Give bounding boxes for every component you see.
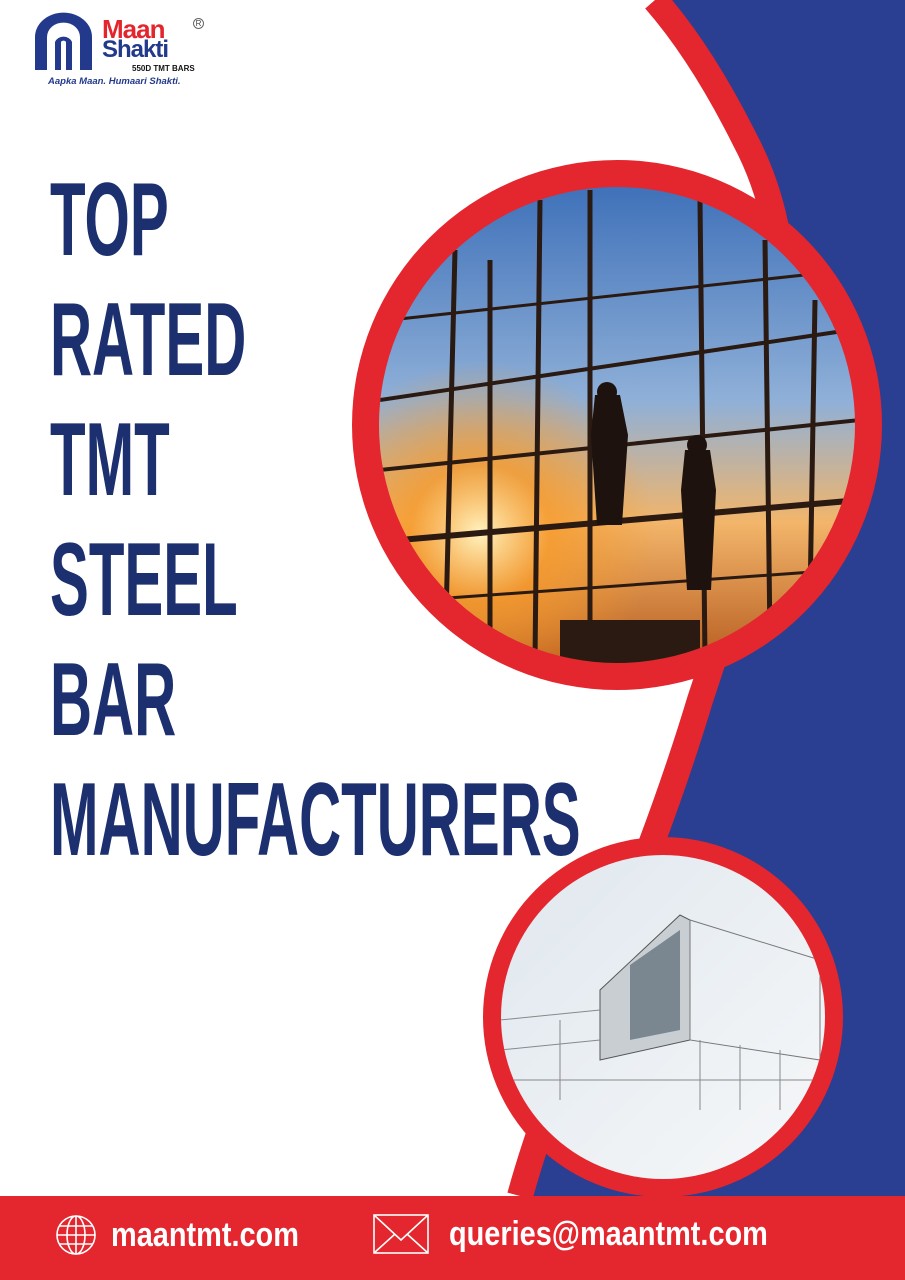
contact-footer: maantmt.com queries@maantmt.com [0, 1196, 905, 1280]
brand-logo: Maan Shakti R 550D TMT BARS Aapka Maan. … [30, 12, 210, 92]
headline-line: TMT [50, 402, 170, 518]
headline-line: BAR [50, 642, 177, 758]
logo-product: 550D TMT BARS [132, 64, 195, 73]
email-link[interactable]: queries@maantmt.com [373, 1214, 824, 1254]
registered-mark: R [193, 18, 204, 29]
logo-tagline: Aapka Maan. Humaari Shakti. [48, 76, 181, 87]
headline-line: TOP [50, 162, 169, 278]
logo-text-shakti: Shakti [102, 36, 169, 63]
globe-icon [56, 1215, 96, 1255]
email-text[interactable]: queries@maantmt.com [449, 1214, 768, 1253]
website-text[interactable]: maantmt.com [111, 1215, 299, 1254]
headline-line: MANUFACTURERS [50, 762, 581, 878]
building-photo [501, 855, 825, 1179]
logo-arch-icon [35, 12, 92, 70]
logo-text-maan: Maan [102, 14, 165, 44]
headline-line: STEEL [50, 522, 238, 638]
scaffolding-photo [379, 187, 855, 663]
envelope-icon [373, 1214, 429, 1254]
website-link[interactable]: maantmt.com [55, 1214, 332, 1256]
headline-line: RATED [50, 282, 247, 398]
headline: TOP RATED TMT STEEL BAR MANUFACTURERS [50, 160, 905, 880]
